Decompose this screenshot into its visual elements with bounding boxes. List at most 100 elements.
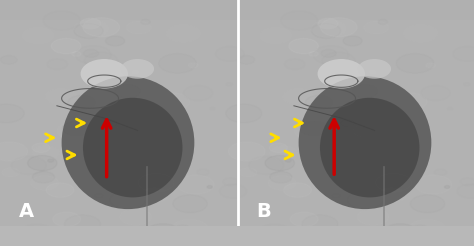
Circle shape (311, 23, 341, 38)
Circle shape (289, 38, 319, 54)
Circle shape (426, 63, 436, 68)
Circle shape (105, 124, 137, 141)
Circle shape (146, 224, 181, 242)
Circle shape (138, 148, 151, 154)
Circle shape (0, 104, 24, 123)
Circle shape (138, 173, 174, 192)
Circle shape (370, 70, 376, 74)
Circle shape (300, 121, 328, 136)
Circle shape (264, 234, 294, 246)
Text: B: B (256, 202, 271, 221)
Circle shape (48, 159, 54, 162)
Circle shape (219, 184, 246, 198)
Circle shape (64, 215, 100, 233)
Circle shape (58, 217, 86, 231)
Circle shape (121, 154, 127, 157)
Circle shape (285, 159, 291, 162)
Circle shape (383, 224, 418, 242)
Circle shape (409, 219, 446, 239)
Circle shape (415, 175, 452, 194)
Circle shape (382, 169, 388, 173)
Circle shape (396, 54, 434, 73)
Circle shape (268, 176, 296, 190)
Circle shape (55, 231, 80, 244)
Circle shape (47, 59, 67, 70)
Circle shape (393, 93, 427, 110)
Circle shape (144, 169, 151, 173)
Bar (0, 20, 237, 246)
Circle shape (435, 169, 447, 175)
Circle shape (309, 51, 319, 56)
Circle shape (32, 143, 50, 153)
Circle shape (403, 24, 438, 42)
Circle shape (166, 24, 201, 42)
Ellipse shape (62, 76, 194, 209)
Circle shape (74, 23, 103, 38)
Circle shape (72, 51, 81, 56)
Circle shape (141, 19, 150, 24)
Circle shape (290, 212, 318, 227)
Circle shape (301, 148, 314, 154)
Circle shape (141, 152, 169, 166)
Circle shape (101, 227, 107, 230)
Circle shape (198, 233, 222, 246)
Bar (0, 226, 474, 246)
Circle shape (269, 143, 287, 153)
Circle shape (32, 171, 55, 183)
Circle shape (20, 224, 54, 242)
Circle shape (283, 88, 314, 105)
Circle shape (292, 231, 317, 244)
Circle shape (51, 38, 81, 54)
Circle shape (258, 224, 291, 242)
Circle shape (320, 18, 357, 37)
Circle shape (223, 178, 238, 185)
Circle shape (410, 195, 445, 213)
Circle shape (338, 227, 344, 230)
Circle shape (326, 234, 362, 246)
Circle shape (63, 121, 91, 136)
Circle shape (318, 18, 338, 29)
Circle shape (296, 217, 323, 231)
Circle shape (131, 132, 142, 138)
Circle shape (464, 83, 470, 86)
Circle shape (22, 27, 54, 44)
Circle shape (31, 176, 59, 190)
Circle shape (332, 193, 340, 198)
Circle shape (27, 155, 57, 171)
Circle shape (0, 142, 27, 161)
Circle shape (340, 120, 355, 127)
Circle shape (68, 95, 95, 109)
Circle shape (159, 54, 196, 73)
Circle shape (358, 154, 365, 157)
Circle shape (45, 88, 77, 105)
Circle shape (177, 175, 214, 194)
Circle shape (173, 195, 207, 213)
Circle shape (188, 63, 198, 68)
Ellipse shape (299, 76, 431, 209)
Circle shape (283, 183, 311, 197)
Bar (237, 20, 474, 246)
Circle shape (284, 59, 305, 70)
Circle shape (103, 120, 117, 127)
Circle shape (83, 18, 119, 37)
Circle shape (265, 155, 294, 171)
Circle shape (106, 36, 125, 46)
Circle shape (155, 93, 190, 110)
Circle shape (379, 152, 406, 166)
Ellipse shape (121, 59, 154, 79)
Circle shape (197, 169, 209, 175)
Circle shape (376, 148, 389, 154)
Ellipse shape (318, 59, 365, 89)
Circle shape (64, 240, 75, 246)
Circle shape (53, 212, 81, 227)
Circle shape (368, 132, 380, 138)
Circle shape (281, 11, 318, 30)
Circle shape (302, 215, 338, 233)
Ellipse shape (358, 59, 391, 79)
Circle shape (171, 219, 209, 239)
Circle shape (457, 184, 474, 198)
Circle shape (120, 209, 152, 225)
Circle shape (81, 18, 100, 29)
Circle shape (460, 178, 474, 185)
Circle shape (228, 142, 265, 161)
